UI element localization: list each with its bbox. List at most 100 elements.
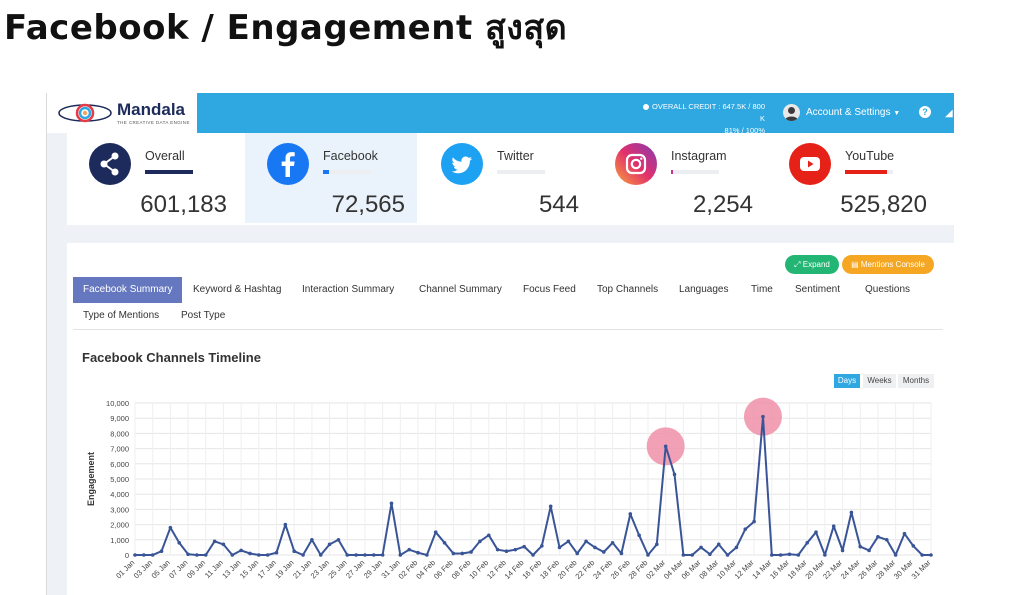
tab-channel-summary[interactable]: Channel Summary [419, 284, 502, 295]
stat-progress-track [145, 170, 193, 174]
tab-time[interactable]: Time [751, 284, 773, 295]
data-point [814, 530, 818, 534]
y-tick-label: 0 [125, 551, 129, 560]
data-point [681, 553, 686, 557]
data-point [690, 553, 694, 557]
tab-divider [73, 329, 943, 330]
mentions-console-button[interactable]: ▤ Mentions Console [842, 255, 934, 274]
x-tick-label: 23 Jan [309, 558, 331, 580]
data-point [584, 539, 588, 544]
data-point [150, 553, 155, 557]
data-point [796, 553, 801, 557]
stat-card-twitter[interactable]: Twitter 544 [419, 133, 591, 223]
data-point [610, 541, 615, 545]
y-tick-label: 4,000 [110, 490, 129, 499]
data-point [177, 541, 182, 545]
data-point [743, 527, 748, 531]
x-tick-label: 01 Jan [114, 558, 136, 580]
data-point [902, 531, 907, 536]
data-point [672, 472, 677, 477]
x-tick-label: 03 Jan [132, 558, 154, 580]
instagram-icon [615, 143, 657, 185]
range-weeks-button[interactable]: Weeks [863, 374, 896, 388]
data-point [840, 548, 845, 553]
data-point [469, 550, 473, 554]
x-tick-label: 09 Jan [185, 558, 207, 580]
data-point [283, 522, 288, 527]
data-point [531, 553, 535, 557]
data-point [548, 504, 553, 509]
tab-type-of-mentions[interactable]: Type of Mentions [83, 310, 160, 321]
tab-languages[interactable]: Languages [679, 284, 729, 295]
stat-card-instagram[interactable]: Instagram 2,254 [593, 133, 765, 223]
tab-top-channels[interactable]: Top Channels [597, 284, 659, 295]
tab-interaction-summary[interactable]: Interaction Summary [302, 284, 395, 295]
data-point [787, 552, 792, 557]
data-point [628, 512, 633, 516]
data-point [398, 553, 403, 557]
data-point [186, 552, 190, 557]
range-months-button[interactable]: Months [898, 374, 934, 388]
data-point [389, 501, 394, 506]
stat-value: 2,254 [692, 191, 753, 218]
data-point [805, 541, 809, 545]
data-point [416, 550, 420, 555]
data-point [265, 553, 270, 557]
stat-label: Overall [145, 149, 185, 163]
data-point [363, 553, 367, 557]
data-point [203, 553, 208, 557]
data-point [734, 545, 739, 550]
data-point [929, 553, 933, 557]
expand-button[interactable]: ⤢ Expand [785, 255, 839, 274]
data-point [522, 544, 526, 549]
data-point [540, 544, 544, 548]
credit-dot-icon [643, 104, 650, 111]
data-point [849, 510, 854, 515]
help-icon[interactable]: ? [919, 106, 931, 118]
data-point [725, 553, 730, 557]
stat-label: YouTube [845, 149, 895, 163]
range-days-button[interactable]: Days [834, 374, 860, 388]
stat-card-youtube[interactable]: YouTube 525,820 [767, 133, 939, 223]
x-tick-label: 31 Mar [910, 558, 933, 581]
stat-card-facebook[interactable]: Facebook 72,565 [245, 133, 417, 223]
data-point [619, 551, 624, 556]
data-point [716, 542, 721, 547]
data-point [770, 553, 774, 557]
stat-card-overall[interactable]: Overall 601,183 [67, 133, 239, 223]
tab-sentiment[interactable]: Sentiment [795, 284, 841, 295]
tab-post-type[interactable]: Post Type [181, 310, 226, 321]
logo[interactable]: Mandala THE CREATIVE DATA ENGINE [47, 93, 197, 133]
data-point [336, 538, 341, 542]
twitter-icon [441, 143, 483, 185]
avatar[interactable] [783, 104, 800, 121]
tab-facebook-summary[interactable]: Facebook Summary [73, 277, 183, 303]
data-point [478, 539, 482, 544]
y-tick-label: 3,000 [110, 505, 129, 514]
x-tick-label: 05 Jan [149, 558, 171, 580]
logo-name: Mandala [117, 100, 186, 119]
tab-focus-feed[interactable]: Focus Feed [523, 284, 576, 295]
facebook-icon [267, 143, 309, 185]
chart-title: Facebook Channels Timeline [82, 350, 261, 365]
console-icon: ▤ [851, 260, 859, 269]
x-tick-label: 15 Jan [238, 558, 260, 580]
x-tick-label: 21 Jan [291, 558, 313, 580]
tab-questions[interactable]: Questions [865, 284, 911, 295]
data-point [893, 553, 898, 557]
account-settings-menu[interactable]: Account & Settings ▼ [806, 107, 900, 118]
data-point [557, 545, 562, 550]
data-point [646, 553, 650, 557]
stat-progress-track [497, 170, 545, 174]
data-point [451, 551, 456, 556]
tab-keyword-hashtag[interactable]: Keyword & Hashtag [193, 284, 282, 295]
y-tick-label: 8,000 [110, 429, 129, 438]
data-point [593, 545, 597, 550]
main-card: ⤢ Expand ▤ Mentions Console Facebook Sum… [67, 243, 954, 595]
stat-progress-track [845, 170, 893, 174]
stat-label: Twitter [497, 149, 534, 163]
x-tick-label: 25 Jan [326, 558, 348, 580]
data-point [663, 444, 668, 449]
data-point [327, 542, 332, 547]
stat-value: 601,183 [140, 191, 227, 218]
